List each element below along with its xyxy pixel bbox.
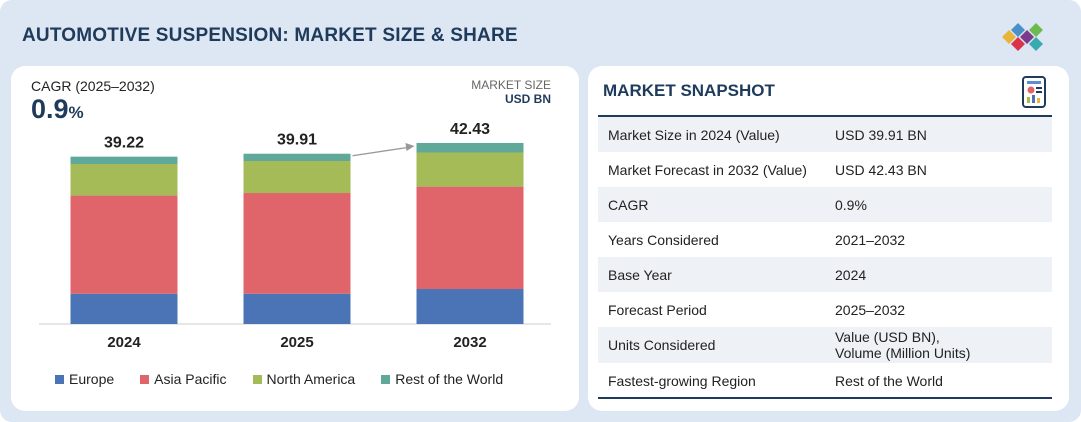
snapshot-value-line: USD 39.91 BN (835, 126, 927, 143)
snapshot-key: CAGR (608, 196, 649, 213)
bar-segment (243, 161, 351, 194)
bar-segment (416, 186, 524, 290)
legend-item: Europe (55, 371, 114, 387)
snapshot-row: Base Year 2024 (598, 257, 1052, 292)
legend-item: Asia Pacific (140, 371, 227, 387)
snapshot-value-line: Value (USD BN), (835, 329, 940, 345)
cagr-value: 0.9% (31, 94, 84, 125)
bar-segment (70, 164, 178, 196)
snapshot-value-line: Rest of the World (835, 372, 943, 389)
snapshot-bottom-rule (598, 397, 1052, 399)
diamond-logo-icon (1002, 23, 1043, 51)
bar-segment (416, 289, 524, 324)
legend-label: Rest of the World (395, 371, 504, 387)
bar-segment (243, 153, 351, 162)
snapshot-row: Market Size in 2024 (Value) USD 39.91 BN (598, 117, 1052, 152)
unit-currency: USD BN (504, 92, 551, 106)
x-tick-label: 2025 (280, 334, 313, 351)
report-document-icon (1022, 76, 1046, 108)
snapshot-title: MARKET SNAPSHOT (603, 81, 775, 100)
unit-label: MARKET SIZE (471, 78, 551, 92)
snapshot-value-line: 0.9% (835, 196, 867, 213)
growth-arrow-head (405, 142, 415, 151)
bar-total-label: 39.91 (277, 132, 317, 149)
legend-swatch (252, 374, 262, 384)
snapshot-row: Years Considered 2021–2032 (598, 222, 1052, 257)
snapshot-key: Market Size in 2024 (Value) (608, 126, 780, 143)
snapshot-value: USD 39.91 BN (825, 117, 1052, 152)
legend-item: Rest of the World (381, 371, 503, 387)
bar-total-label: 39.22 (104, 135, 144, 152)
snapshot-key: Forecast Period (608, 301, 707, 318)
snapshot-card: MARKET SNAPSHOT Market Size in 2024 (Val… (588, 66, 1069, 411)
x-tick-label: 2024 (107, 334, 141, 351)
growth-arrow-line (352, 146, 408, 157)
snapshot-value-line: 2024 (835, 266, 867, 283)
snapshot-row: CAGR 0.9% (598, 187, 1052, 222)
chart-legend: Europe Asia Pacific North America Rest of t… (55, 371, 503, 387)
bar-segment (70, 156, 178, 164)
page-title: AUTOMOTIVE SUSPENSION: MARKET SIZE & SHA… (22, 25, 518, 46)
legend-label: Asia Pacific (154, 371, 227, 387)
bar-segment (243, 293, 351, 324)
snapshot-value-line: Volume (Million Units) (835, 345, 971, 361)
snapshot-value: 2025–2032 (825, 292, 1052, 327)
snapshot-value-line: 2021–2032 (835, 231, 906, 248)
snapshot-row: Forecast Period 2025–2032 (598, 292, 1052, 327)
legend-label: Europe (69, 371, 115, 387)
legend-swatch (140, 374, 150, 384)
snapshot-key: Years Considered (608, 231, 719, 248)
snapshot-value: Rest of the World (825, 363, 1052, 398)
bar-segment (416, 152, 524, 187)
bar-segment (416, 142, 524, 153)
chart-card: CAGR (2025–2032) 0.9% MARKET SIZE USD BN… (11, 66, 579, 411)
snapshot-key: Base Year (608, 266, 672, 283)
bar-total-label: 42.43 (450, 121, 490, 138)
bar-segment (70, 195, 178, 294)
cagr-number: 0.9 (31, 94, 69, 124)
legend-swatch (55, 374, 64, 384)
legend-item: North America (252, 371, 356, 387)
snapshot-value: USD 42.43 BN (825, 152, 1052, 187)
legend-swatch (381, 374, 391, 384)
snapshot-row: Units Considered Value (USD BN), Volume (M… (598, 327, 1052, 363)
snapshot-value: 2021–2032 (825, 222, 1052, 257)
snapshot-row: Market Forecast in 2032 (Value) USD 42.43… (598, 152, 1052, 187)
bar-segment (243, 193, 351, 294)
legend-label: North America (266, 371, 356, 387)
snapshot-top-rule (598, 115, 1052, 117)
snapshot-value-line: USD 42.43 BN (835, 161, 927, 178)
stacked-bar-chart: 39.22 2024 39.91 2025 42.43 2032 (39, 121, 551, 351)
snapshot-key: Units Considered (608, 337, 716, 353)
snapshot-row: Fastest-growing Region Rest of the World (598, 363, 1052, 398)
snapshot-value: Value (USD BN), Volume (Million Units) (825, 327, 1052, 363)
snapshot-value: 2024 (825, 257, 1052, 292)
snapshot-key: Fastest-growing Region (608, 372, 756, 389)
bar-segment (70, 293, 178, 324)
snapshot-value-line: 2025–2032 (835, 301, 906, 318)
cagr-label: CAGR (2025–2032) (31, 78, 155, 94)
snapshot-value: 0.9% (825, 187, 1052, 222)
snapshot-key: Market Forecast in 2032 (Value) (608, 161, 807, 178)
x-tick-label: 2032 (453, 334, 486, 351)
snapshot-table: Market Size in 2024 (Value) USD 39.91 BN M… (598, 117, 1052, 398)
cagr-percent-sign: % (68, 103, 84, 122)
